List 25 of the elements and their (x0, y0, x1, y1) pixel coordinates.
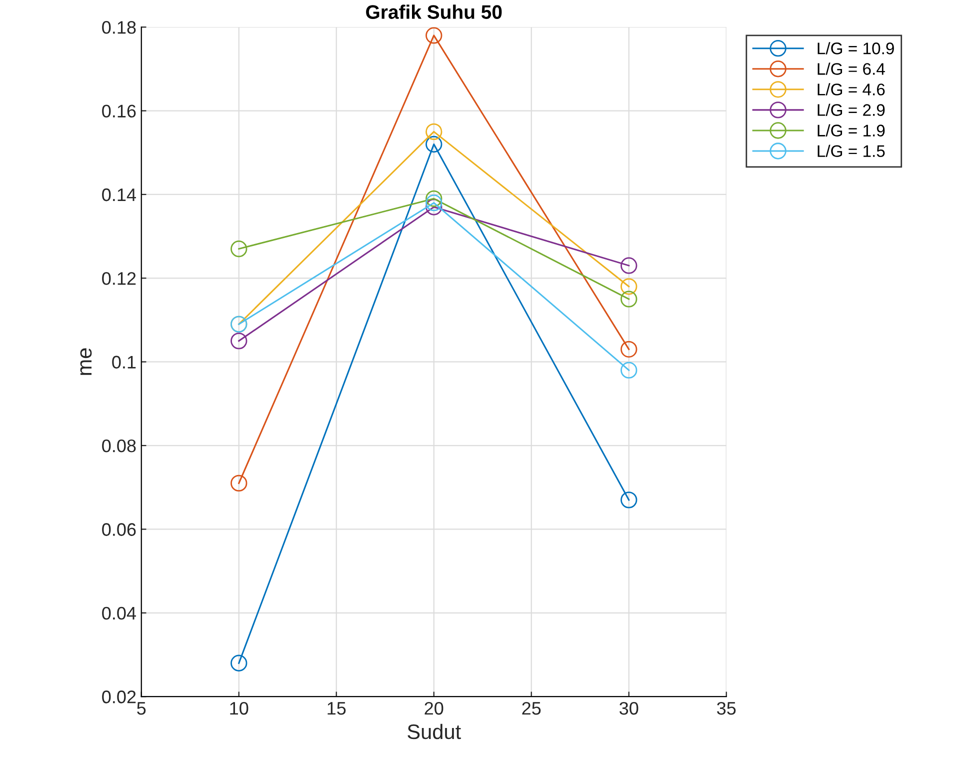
x-tick-label: 15 (328, 702, 346, 715)
x-tick-label: 30 (620, 702, 638, 715)
y-tick-label: 0.04 (102, 606, 136, 620)
y-tick-label: 0.16 (102, 104, 136, 118)
y-axis-title: me (80, 348, 92, 375)
x-tick-label: 35 (717, 702, 736, 715)
y-tick-label: 0.18 (102, 21, 136, 34)
legend-label: L/G = 4.6 (818, 83, 885, 96)
x-axis-title: Sudut (408, 724, 461, 740)
y-tick-label: 0.08 (102, 439, 136, 452)
y-tick-label: 0.14 (102, 188, 136, 202)
legend-label: L/G = 2.9 (818, 104, 885, 116)
x-tick-label: 5 (137, 702, 146, 715)
x-tick-label: 10 (230, 702, 248, 715)
y-tick-label: 0.1 (112, 356, 136, 369)
legend-label: L/G = 6.4 (818, 62, 885, 75)
y-tick-label: 0.02 (102, 690, 136, 704)
legend-label: L/G = 10.9 (818, 42, 894, 54)
chart-title: Grafik Suhu 50 (366, 4, 502, 19)
legend-label: L/G = 1.5 (818, 144, 885, 158)
x-tick-label: 20 (424, 702, 444, 715)
x-tick-label: 25 (522, 702, 541, 715)
y-tick-label: 0.12 (102, 272, 136, 285)
legend-label: L/G = 1.9 (818, 124, 885, 136)
y-tick-label: 0.06 (102, 523, 136, 536)
